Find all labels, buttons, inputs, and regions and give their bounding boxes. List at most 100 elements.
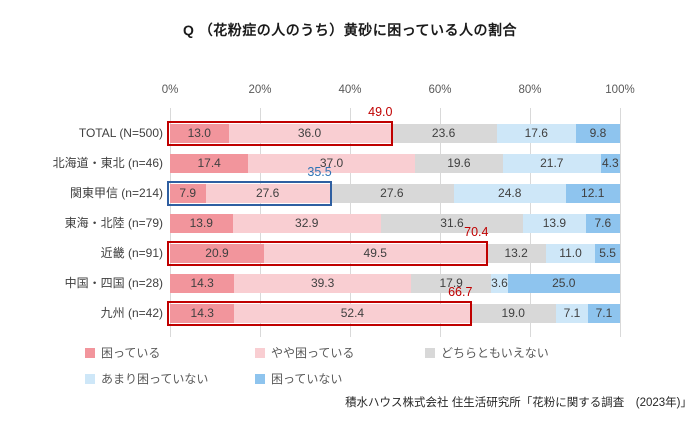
segment-value-label: 36.0	[297, 126, 322, 140]
segment-value-label: 23.6	[431, 126, 456, 140]
bar-segment: 11.0	[545, 244, 596, 263]
bar-segment: 3.6	[491, 274, 508, 293]
bar-segment: 14.3	[170, 304, 235, 323]
bar-segment: 13.9	[170, 214, 233, 233]
legend-item: あまり困っていない	[85, 370, 255, 387]
category-label: 近畿 (n=91)	[100, 246, 163, 260]
bar-segment: 21.7	[502, 154, 601, 173]
x-axis-tick-label: 40%	[338, 84, 362, 96]
segment-value-label: 17.6	[524, 126, 548, 140]
category-label: 東海・北陸 (n=79)	[64, 216, 163, 230]
axis-tick	[350, 108, 351, 116]
bar-segment: 7.9	[170, 184, 206, 203]
legend-item: やや困っている	[255, 344, 425, 361]
bar-row: 7.9 27.6 27.6 24.8 12.1 35.5	[167, 165, 620, 206]
x-axis-tick-label: 0%	[161, 84, 179, 96]
gridline	[620, 116, 621, 337]
legend-swatch-icon	[255, 373, 265, 384]
category-label: 関東甲信 (n=214)	[69, 186, 163, 200]
bar-row: 14.3 52.4 19.0 7.1 7.1 66.7	[167, 285, 620, 326]
segment-value-label: 11.0	[559, 246, 582, 260]
highlight-total-label: 66.7	[448, 285, 473, 299]
highlight-total-label: 49.0	[368, 105, 393, 119]
x-axis-tick-label: 20%	[248, 84, 272, 96]
segment-value-label: 14.3	[190, 306, 214, 320]
legend-label: あまり困っていない	[101, 372, 209, 386]
segment-value-label: 32.9	[295, 216, 319, 230]
legend-swatch-icon	[85, 373, 95, 384]
bar-row: 13.9 32.9 31.6 13.9 7.6	[170, 214, 620, 233]
axis-tick	[620, 108, 621, 116]
segment-value-label: 12.1	[581, 186, 605, 200]
legend-item: どちらともいえない	[425, 344, 595, 361]
bar-segment: 27.6	[205, 184, 330, 203]
bar-segment: 20.9	[170, 244, 264, 263]
legend-label: やや困っている	[271, 346, 355, 360]
chart-title: Q （花粉症の人のうち）黄砂に困っている人の割合	[182, 22, 518, 38]
segment-value-label: 14.3	[190, 276, 214, 290]
category-label: 北海道・東北 (n=46)	[52, 156, 163, 170]
segment-value-label: 37.0	[319, 156, 344, 170]
x-axis-tick-label: 80%	[518, 84, 542, 96]
axis-tick	[260, 108, 261, 116]
segment-value-label: 19.6	[447, 156, 471, 170]
highlight-total-label: 70.4	[464, 225, 489, 239]
bar-segment: 7.1	[587, 304, 620, 323]
segment-value-label: 49.5	[363, 246, 387, 260]
segment-value-label: 7.1	[563, 306, 581, 320]
bar-segment: 12.1	[565, 184, 620, 203]
bar-row: 17.4 37.0 19.6 21.7 4.3	[170, 154, 620, 173]
bar-segment: 37.0	[248, 154, 415, 173]
bar-segment: 25.0	[507, 274, 620, 293]
legend-row-1: 困っている やや困っている どちらともいえない	[85, 344, 595, 361]
bar-row: 14.3 39.3 17.9 3.6 25.0	[170, 274, 620, 293]
bar-segment: 49.5	[263, 244, 487, 263]
legend-row-2: あまり困っていない 困っていない	[85, 370, 425, 387]
bar-segment: 17.6	[496, 124, 576, 143]
plot-area: 0% 20% 40% 60% 80% 100% 13.0 36.0 23.6 17.6 9.8 49.…	[162, 84, 635, 337]
bar-segment: 31.6	[380, 214, 524, 233]
bar-segment: 7.1	[556, 304, 588, 323]
segment-value-label: 39.3	[310, 276, 335, 290]
segment-value-label: 13.0	[187, 126, 211, 140]
legend-item: 困っている	[85, 344, 255, 361]
segment-value-label: 9.8	[589, 126, 607, 140]
segment-value-label: 27.6	[380, 186, 404, 200]
category-label: 中国・四国 (n=28)	[64, 276, 163, 290]
highlight-total-label: 35.5	[307, 165, 332, 179]
bar-segment: 39.3	[234, 274, 411, 293]
bar-segment: 19.6	[414, 154, 503, 173]
source-note: 積水ハウス株式会社 住生活研究所「花粉に関する調査 (2023年)」	[345, 397, 692, 409]
bar-segment: 17.9	[410, 274, 492, 293]
x-axis-tick-label: 100%	[605, 84, 635, 96]
bar-segment: 13.0	[170, 124, 229, 143]
legend-swatch-icon	[425, 347, 435, 358]
segment-value-label: 25.0	[552, 276, 576, 290]
legend-label: 困っていない	[271, 372, 343, 386]
bar-row: 20.9 49.5 13.2 11.0 5.5 70.4	[167, 225, 620, 266]
bar-segment: 13.9	[523, 214, 586, 233]
bar-segment: 13.2	[486, 244, 546, 263]
legend-label: どちらともいえない	[441, 346, 549, 360]
bar-segment: 52.4	[234, 304, 471, 323]
legend-swatch-icon	[255, 347, 265, 358]
segment-value-label: 7.6	[594, 216, 612, 230]
bar-segment: 23.6	[390, 124, 497, 143]
segment-value-label: 31.6	[440, 216, 464, 230]
segment-value-label: 7.1	[595, 306, 613, 320]
segment-value-label: 20.9	[205, 246, 229, 260]
bar-segment: 32.9	[232, 214, 381, 233]
legend-swatch-icon	[85, 347, 95, 358]
bar-segment: 27.6	[329, 184, 454, 203]
bar-segment: 4.3	[600, 154, 620, 173]
segment-value-label: 24.8	[498, 186, 522, 200]
bar-segment: 5.5	[595, 244, 620, 263]
segment-value-label: 7.9	[179, 186, 197, 200]
segment-value-label: 21.7	[540, 156, 564, 170]
legend-label: 困っている	[101, 346, 161, 360]
category-label: 九州 (n=42)	[100, 306, 163, 320]
bar-segment: 14.3	[170, 274, 235, 293]
bar-segment: 7.6	[585, 214, 620, 233]
bar-segment: 36.0	[228, 124, 391, 143]
bar-row: 13.0 36.0 23.6 17.6 9.8 49.0	[167, 105, 620, 146]
